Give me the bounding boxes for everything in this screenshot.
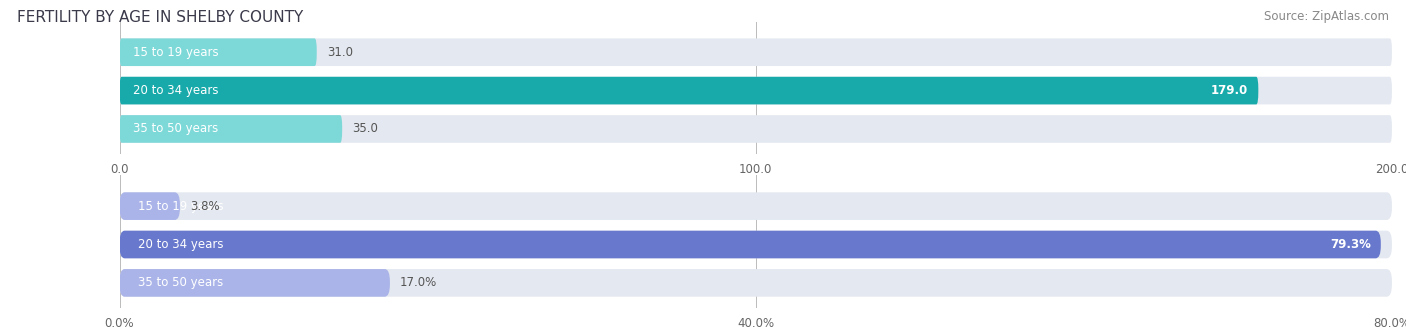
FancyBboxPatch shape: [120, 38, 1392, 66]
Text: 35.0: 35.0: [353, 122, 378, 135]
FancyBboxPatch shape: [120, 192, 1392, 220]
Text: Source: ZipAtlas.com: Source: ZipAtlas.com: [1264, 10, 1389, 23]
FancyBboxPatch shape: [120, 77, 1392, 104]
FancyBboxPatch shape: [120, 269, 1392, 297]
FancyBboxPatch shape: [120, 115, 1392, 143]
Text: 15 to 19 years: 15 to 19 years: [134, 46, 218, 59]
FancyBboxPatch shape: [120, 192, 180, 220]
FancyBboxPatch shape: [120, 231, 1381, 258]
Text: 15 to 19 years: 15 to 19 years: [138, 200, 224, 213]
Text: 3.8%: 3.8%: [190, 200, 219, 213]
Text: 79.3%: 79.3%: [1330, 238, 1371, 251]
Text: 35 to 50 years: 35 to 50 years: [138, 276, 224, 289]
Text: 35 to 50 years: 35 to 50 years: [134, 122, 218, 135]
Text: 20 to 34 years: 20 to 34 years: [134, 84, 218, 97]
Text: FERTILITY BY AGE IN SHELBY COUNTY: FERTILITY BY AGE IN SHELBY COUNTY: [17, 10, 304, 25]
Text: 179.0: 179.0: [1211, 84, 1249, 97]
Text: 20 to 34 years: 20 to 34 years: [138, 238, 224, 251]
FancyBboxPatch shape: [120, 115, 342, 143]
Text: 17.0%: 17.0%: [401, 276, 437, 289]
FancyBboxPatch shape: [120, 231, 1392, 258]
Text: 31.0: 31.0: [328, 46, 353, 59]
FancyBboxPatch shape: [120, 38, 316, 66]
FancyBboxPatch shape: [120, 77, 1258, 104]
FancyBboxPatch shape: [120, 269, 389, 297]
